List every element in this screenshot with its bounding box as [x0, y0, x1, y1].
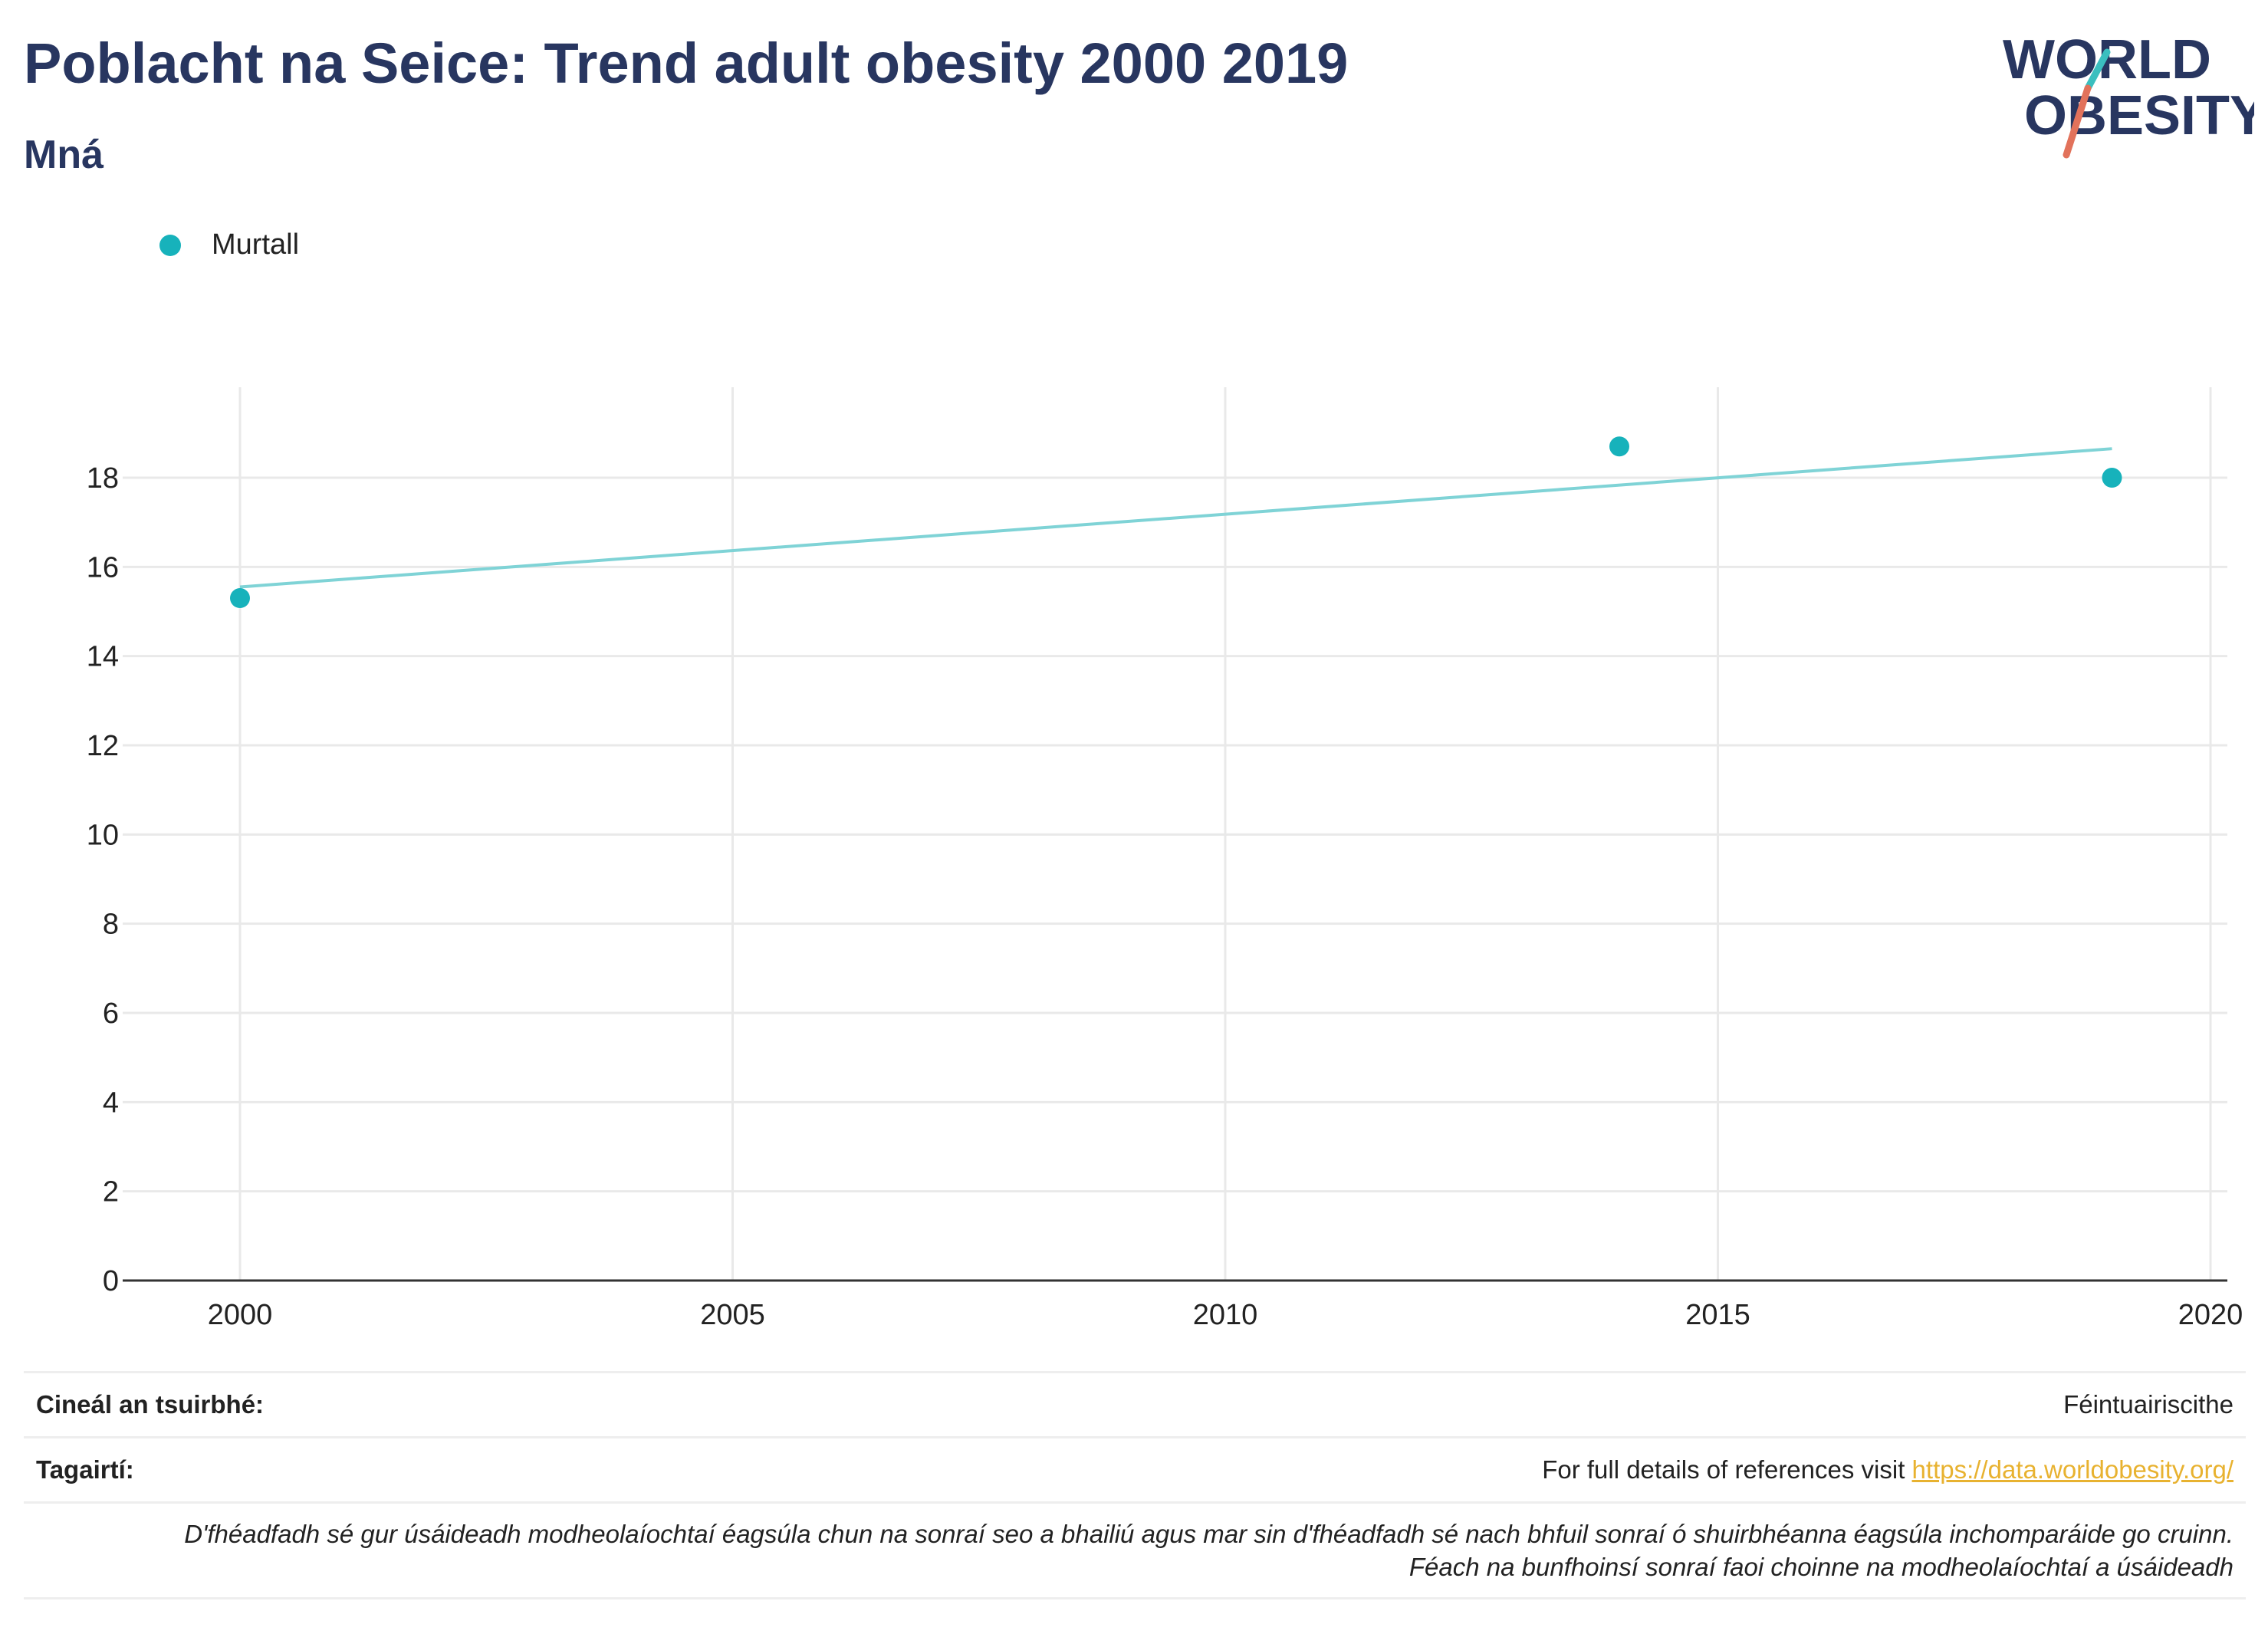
grid-layer — [123, 387, 2227, 1281]
y-tick-label-10: 10 — [87, 819, 119, 851]
y-tick-label-16: 16 — [87, 551, 119, 584]
y-tick-label-2: 2 — [103, 1176, 119, 1208]
logo-slash-teal — [2084, 48, 2111, 92]
references-text: For full details of references visit — [1542, 1455, 1912, 1484]
y-tick-label-14: 14 — [87, 641, 119, 673]
references-link[interactable]: https://data.worldobesity.org/ — [1911, 1455, 2233, 1484]
survey-type-value: Féintuairiscithe — [2063, 1390, 2233, 1419]
chart: 2000 2005 2010 2015 2020 0 2 4 6 8 10 12 14 16 18 — [87, 387, 2243, 1331]
logo-line1: WORLD — [2003, 29, 2211, 90]
logo-line2: OBESITY — [2024, 85, 2254, 146]
data-point-2000 — [230, 588, 250, 609]
x-tick-label-2005: 2005 — [700, 1299, 765, 1331]
logo-slash-coral — [2063, 84, 2092, 159]
trend-layer — [239, 447, 2112, 589]
y-tick-label-6: 6 — [103, 998, 119, 1030]
y-tick-label-18: 18 — [87, 462, 119, 495]
page-subtitle: Mná — [24, 133, 104, 177]
legend-marker — [159, 234, 181, 256]
legend-label: Murtall — [212, 228, 300, 261]
y-tick-label-8: 8 — [103, 909, 119, 941]
methodology-note: D'fhéadfadh sé gur úsáideadh modheolaíoc… — [24, 1501, 2246, 1599]
data-point-2014 — [1609, 436, 1629, 457]
trend-line — [239, 447, 2112, 589]
y-tick-label-0: 0 — [103, 1265, 119, 1297]
x-tick-label-2010: 2010 — [1193, 1299, 1258, 1331]
y-tick-label-4: 4 — [103, 1087, 119, 1119]
x-tick-label-2000: 2000 — [208, 1299, 273, 1331]
survey-type-row: Cineál an tsuirbhé: Féintuairiscithe — [24, 1371, 2246, 1436]
points-layer — [230, 436, 2122, 609]
legend[interactable]: Murtall — [159, 228, 299, 261]
info-table: Cineál an tsuirbhé: Féintuairiscithe Tag… — [24, 1371, 2246, 1599]
references-label: Tagairtí: — [36, 1455, 134, 1484]
note-line-1: D'fhéadfadh sé gur úsáideadh modheolaíoc… — [184, 1520, 2233, 1548]
x-tick-label-2020: 2020 — [2178, 1299, 2243, 1331]
y-tick-label-12: 12 — [87, 730, 119, 762]
axis-layer: 2000 2005 2010 2015 2020 0 2 4 6 8 10 12 14 16 18 — [87, 462, 2243, 1331]
note-line-2: Féach na bunfhoinsí sonraí faoi choinne … — [1408, 1553, 2233, 1581]
references-value: For full details of references visit htt… — [1542, 1455, 2233, 1484]
world-obesity-logo: WORLD OBESITY — [2003, 29, 2254, 159]
page-title: Poblacht na Seice: Trend adult obesity 2… — [24, 31, 1349, 95]
references-row: Tagairtí: For full details of references… — [24, 1436, 2246, 1501]
survey-type-label: Cineál an tsuirbhé: — [36, 1390, 265, 1419]
x-tick-label-2015: 2015 — [1685, 1299, 1750, 1331]
data-point-2019 — [2102, 468, 2122, 488]
